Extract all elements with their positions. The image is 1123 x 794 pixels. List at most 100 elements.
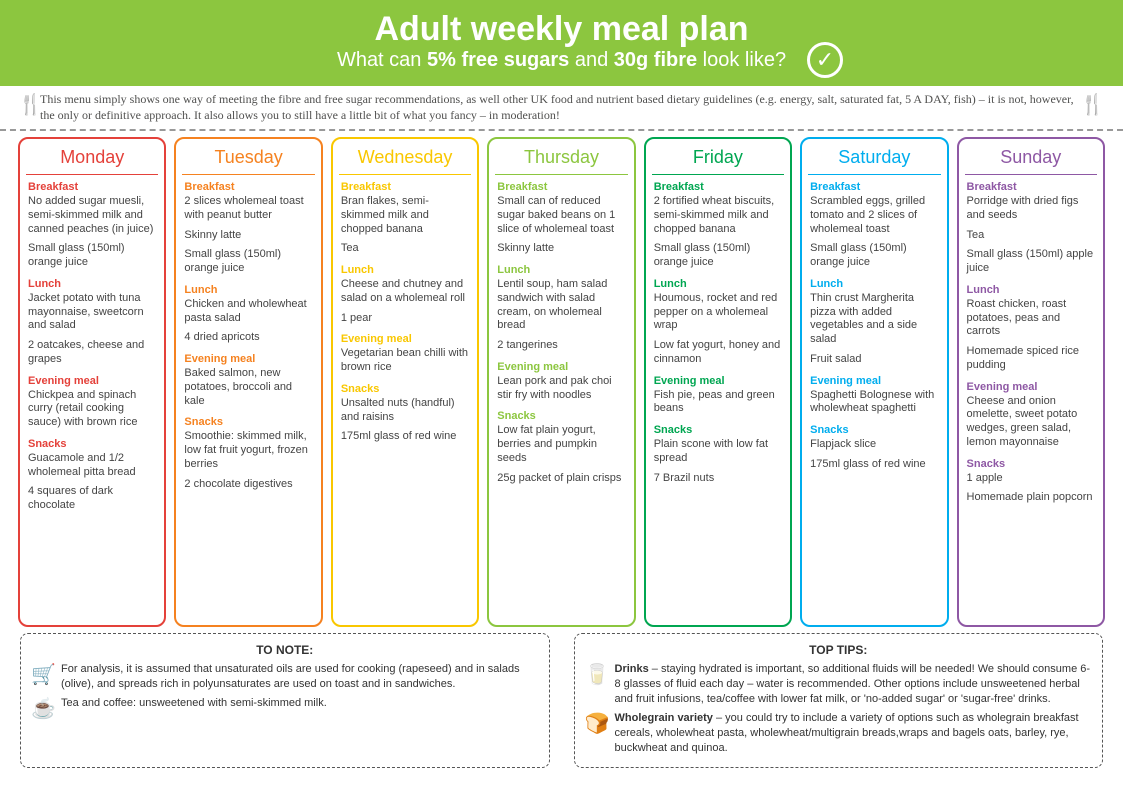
day-column: Monday Breakfast No added sugar muesli, se… xyxy=(18,137,166,627)
meal-item: Chickpea and spinach curry (retail cooki… xyxy=(28,389,156,430)
section-title: Breakfast xyxy=(28,181,156,193)
section-title: Lunch xyxy=(28,278,156,290)
section-title: Snacks xyxy=(810,424,938,436)
section-title: Snacks xyxy=(967,458,1095,470)
meal-item: Skinny latte xyxy=(497,242,625,256)
section-title: Evening meal xyxy=(184,353,312,365)
meal-item: Fish pie, peas and green beans xyxy=(654,389,782,417)
section-title: Lunch xyxy=(341,264,469,276)
knife-icon: 🍴 xyxy=(1080,92,1105,118)
section-title: Breakfast xyxy=(810,181,938,193)
day-column: Friday Breakfast 2 fortified wheat biscuit… xyxy=(644,137,792,627)
day-column: Thursday Breakfast Small can of reduced su… xyxy=(487,137,635,627)
meal-item: Spaghetti Bolognese with wholewheat spag… xyxy=(810,389,938,417)
meal-item: Cheese and chutney and salad on a wholem… xyxy=(341,278,469,306)
meal-item: Scrambled eggs, grilled tomato and 2 sli… xyxy=(810,195,938,236)
meal-item: No added sugar muesli, semi-skimmed milk… xyxy=(28,195,156,236)
check-icon: ✓ xyxy=(807,42,843,78)
meal-item: Skinny latte xyxy=(184,229,312,243)
note-title: TO NOTE: xyxy=(31,642,539,658)
meal-item: Low fat plain yogurt, berries and pumpki… xyxy=(497,424,625,465)
section-title: Evening meal xyxy=(654,375,782,387)
intro-text: 🍴 This menu simply shows one way of meet… xyxy=(0,86,1123,131)
day-column: Tuesday Breakfast 2 slices wholemeal toast… xyxy=(174,137,322,627)
meal-item: 2 oatcakes, cheese and grapes xyxy=(28,339,156,367)
section-title: Evening meal xyxy=(810,375,938,387)
day-name: Friday xyxy=(652,139,784,175)
meal-item: Cheese and onion omelette, sweet potato … xyxy=(967,395,1095,450)
section-title: Evening meal xyxy=(967,381,1095,393)
footer: TO NOTE: 🛒For analysis, it is assumed th… xyxy=(0,627,1123,768)
meal-item: 1 apple xyxy=(967,472,1095,486)
day-name: Tuesday xyxy=(182,139,314,175)
meal-item: Unsalted nuts (handful) and raisins xyxy=(341,397,469,425)
day-name: Monday xyxy=(26,139,158,175)
section-title: Breakfast xyxy=(967,181,1095,193)
meal-item: 4 squares of dark chocolate xyxy=(28,485,156,513)
cart-icon: 🛒 xyxy=(31,662,53,692)
day-name: Saturday xyxy=(808,139,940,175)
meal-item: 175ml glass of red wine xyxy=(810,458,938,472)
section-title: Breakfast xyxy=(497,181,625,193)
header-banner: Adult weekly meal plan What can 5% free … xyxy=(0,0,1123,86)
meal-item: 2 chocolate digestives xyxy=(184,478,312,492)
meal-item: Vegetarian bean chilli with brown rice xyxy=(341,347,469,375)
section-title: Evening meal xyxy=(341,333,469,345)
section-title: Snacks xyxy=(497,410,625,422)
section-title: Lunch xyxy=(967,284,1095,296)
meal-item: Jacket potato with tuna mayonnaise, swee… xyxy=(28,292,156,333)
section-title: Lunch xyxy=(654,278,782,290)
note-box: TO NOTE: 🛒For analysis, it is assumed th… xyxy=(20,633,550,768)
meal-item: Homemade spiced rice pudding xyxy=(967,345,1095,373)
bread-icon: 🍞 xyxy=(585,711,607,756)
tips-box: TOP TIPS: 🥛Drinks – staying hydrated is … xyxy=(574,633,1104,768)
day-name: Wednesday xyxy=(339,139,471,175)
meal-item: Tea xyxy=(341,242,469,256)
meal-item: 1 pear xyxy=(341,312,469,326)
section-title: Lunch xyxy=(810,278,938,290)
meal-item: Homemade plain popcorn xyxy=(967,491,1095,505)
meal-item: 2 fortified wheat biscuits, semi-skimmed… xyxy=(654,195,782,236)
meal-item: Flapjack slice xyxy=(810,438,938,452)
section-title: Snacks xyxy=(184,416,312,428)
tips-title: TOP TIPS: xyxy=(585,642,1093,658)
section-title: Evening meal xyxy=(497,361,625,373)
meal-item: Plain scone with low fat spread xyxy=(654,438,782,466)
section-title: Lunch xyxy=(497,264,625,276)
meal-item: Thin crust Margherita pizza with added v… xyxy=(810,292,938,347)
day-name: Sunday xyxy=(965,139,1097,175)
section-title: Snacks xyxy=(28,438,156,450)
meal-item: Smoothie: skimmed milk, low fat fruit yo… xyxy=(184,430,312,471)
section-title: Breakfast xyxy=(654,181,782,193)
meal-item: Roast chicken, roast potatoes, peas and … xyxy=(967,298,1095,339)
section-title: Lunch xyxy=(184,284,312,296)
cup-icon: ☕ xyxy=(31,696,53,723)
section-title: Snacks xyxy=(341,383,469,395)
fork-icon: 🍴 xyxy=(18,92,43,118)
meal-item: 4 dried apricots xyxy=(184,331,312,345)
page-title: Adult weekly meal plan xyxy=(0,10,1123,49)
section-title: Evening meal xyxy=(28,375,156,387)
meal-item: Small glass (150ml) apple juice xyxy=(967,248,1095,276)
meal-item: Porridge with dried figs and seeds xyxy=(967,195,1095,223)
day-column: Sunday Breakfast Porridge with dried figs … xyxy=(957,137,1105,627)
meal-item: Guacamole and 1/2 wholemeal pitta bread xyxy=(28,452,156,480)
meal-item: Small glass (150ml) orange juice xyxy=(810,242,938,270)
meal-item: Tea xyxy=(967,229,1095,243)
meal-item: Low fat yogurt, honey and cinnamon xyxy=(654,339,782,367)
section-title: Breakfast xyxy=(184,181,312,193)
day-column: Saturday Breakfast Scrambled eggs, grilled… xyxy=(800,137,948,627)
meal-item: 2 slices wholemeal toast with peanut but… xyxy=(184,195,312,223)
meal-item: Fruit salad xyxy=(810,353,938,367)
meal-item: Chicken and wholewheat pasta salad xyxy=(184,298,312,326)
meal-item: Houmous, rocket and red pepper on a whol… xyxy=(654,292,782,333)
section-title: Breakfast xyxy=(341,181,469,193)
meal-item: Bran flakes, semi-skimmed milk and chopp… xyxy=(341,195,469,236)
subtitle: What can 5% free sugars and 30g fibre lo… xyxy=(0,49,1123,72)
day-name: Thursday xyxy=(495,139,627,175)
meal-item: Small can of reduced sugar baked beans o… xyxy=(497,195,625,236)
section-title: Snacks xyxy=(654,424,782,436)
meal-item: Lentil soup, ham salad sandwich with sal… xyxy=(497,278,625,333)
day-column: Wednesday Breakfast Bran flakes, semi-skim… xyxy=(331,137,479,627)
days-container: Monday Breakfast No added sugar muesli, se… xyxy=(0,137,1123,627)
